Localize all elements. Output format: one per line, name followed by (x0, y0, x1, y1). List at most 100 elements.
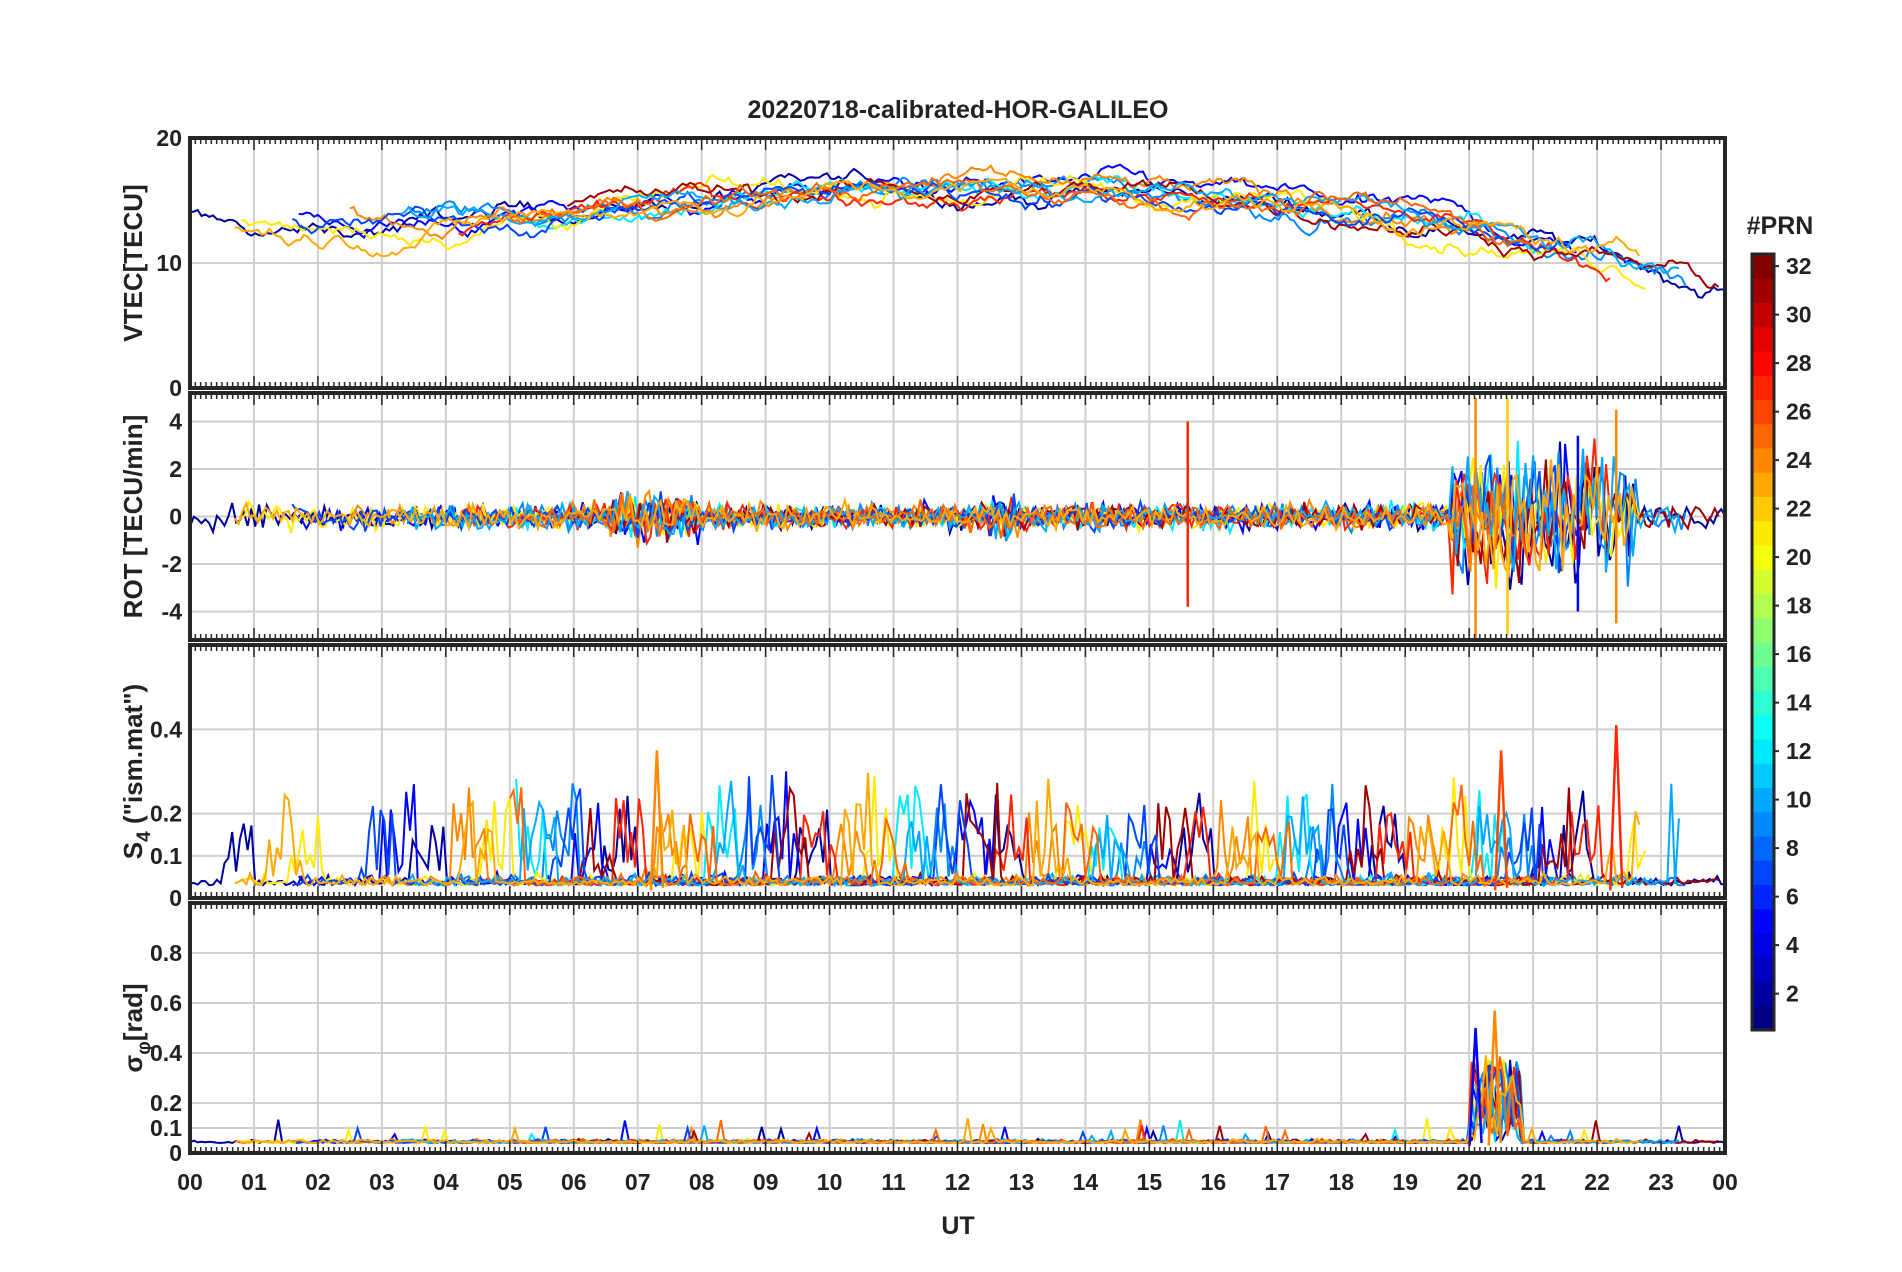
colorbar-cell (1752, 423, 1774, 449)
colorbar-cell (1752, 666, 1774, 691)
colorbar-cell (1752, 545, 1774, 570)
colorbar-cell (1752, 642, 1774, 667)
x-tick-label: 06 (561, 1169, 587, 1195)
y-tick-label: 10 (156, 250, 182, 276)
y-axis-label: S4 ("ism.mat") (118, 684, 155, 859)
colorbar-tick-label: 28 (1786, 350, 1812, 376)
colorbar-tick-label: 22 (1786, 496, 1812, 522)
colorbar-cell (1752, 787, 1774, 813)
colorbar-cell (1752, 908, 1774, 934)
prn-trace (241, 174, 1646, 290)
colorbar-cell (1752, 351, 1774, 376)
peak-mark (649, 750, 665, 891)
colorbar-tick-label: 24 (1786, 447, 1812, 473)
colorbar-tick-label: 20 (1786, 544, 1812, 570)
data-traces (190, 725, 1725, 891)
y-tick-label: -2 (162, 551, 182, 577)
colorbar-cell (1752, 302, 1774, 328)
x-tick-label: 17 (1264, 1169, 1290, 1195)
colorbar-cell (1752, 472, 1774, 497)
y-tick-label: 20 (156, 125, 182, 151)
colorbar-cell (1752, 520, 1774, 546)
colorbar-cell (1752, 399, 1774, 425)
y-axis-label: σφ[rad] (118, 983, 155, 1072)
x-tick-label: 04 (433, 1169, 459, 1195)
panel-rot: -4 -2 0 2 4 ROT [TECU/min] (118, 391, 1727, 642)
colorbar-cell (1752, 811, 1774, 837)
x-tick-label: 08 (689, 1169, 715, 1195)
colorbar-cell (1752, 254, 1774, 279)
y-tick-label: 0.4 (150, 1040, 182, 1066)
prn-trace (233, 459, 1641, 578)
colorbar-tick-label: 8 (1786, 835, 1799, 861)
colorbar-tick-label: 4 (1786, 932, 1799, 958)
y-tick-label: 4 (169, 409, 182, 435)
x-tick-label: 00 (1712, 1169, 1738, 1195)
x-tick-label: 00 (177, 1169, 203, 1195)
y-tick-label: 0.1 (150, 843, 182, 869)
y-tick-label: 0.6 (150, 990, 182, 1016)
y-axis-label: VTEC[TECU] (118, 184, 148, 341)
colorbar-tick-label: 6 (1786, 884, 1799, 910)
x-tick-label: 07 (625, 1169, 651, 1195)
colorbar-cell (1752, 617, 1774, 643)
y-tick-label: 2 (169, 456, 182, 482)
colorbar-cell (1752, 569, 1774, 594)
y-tick-label: 0 (169, 375, 182, 401)
prn-trace (509, 1056, 1531, 1145)
x-tick-label: 15 (1137, 1169, 1163, 1195)
x-tick-label: 13 (1009, 1169, 1035, 1195)
data-traces (190, 397, 1725, 640)
colorbar-cell (1752, 860, 1774, 885)
x-tick-label: 16 (1201, 1169, 1227, 1195)
x-axis-ticks: 00 01 02 03 04 05 06 07 08 09 10 11 12 13 14 15 16 17 18 19… (177, 1169, 1738, 1195)
colorbar-tick-label: 26 (1786, 399, 1812, 425)
y-tick-label: 0.4 (150, 716, 182, 742)
x-tick-label: 22 (1584, 1169, 1610, 1195)
chart-title: 20220718-calibrated-HOR-GALILEO (748, 96, 1169, 124)
colorbar-cell (1752, 714, 1774, 740)
peak-mark (1487, 1010, 1502, 1146)
prn-trace (508, 784, 1532, 888)
colorbar-cell (1752, 278, 1774, 303)
colorbar-tick-label: 30 (1786, 302, 1812, 328)
colorbar-cell (1752, 739, 1774, 764)
y-tick-label: 0.2 (150, 801, 182, 827)
y-tick-label: 0 (169, 504, 182, 530)
prn-trace (509, 472, 1532, 564)
x-tick-label: 05 (497, 1169, 523, 1195)
prn-trace (566, 177, 1720, 290)
panel-vtec: 0 10 20 VTEC[TECU] (118, 125, 1727, 401)
y-axis-label: ROT [TECU/min] (118, 415, 148, 619)
x-tick-label: 20 (1456, 1169, 1482, 1195)
colorbar-cell (1752, 957, 1774, 982)
prn-trace (291, 181, 1571, 252)
colorbar-tick-label: 14 (1786, 690, 1812, 716)
data-traces (190, 163, 1725, 299)
x-tick-label: 10 (817, 1169, 843, 1195)
prn-trace (458, 181, 1611, 283)
colorbar-tick-label: 32 (1786, 253, 1812, 279)
x-tick-label: 18 (1328, 1169, 1354, 1195)
y-tick-label: 0.2 (150, 1090, 182, 1116)
panel-s4: 0 0.1 0.2 0.4S4 ("ism.mat") (118, 643, 1727, 911)
prn-trace (234, 177, 1641, 258)
x-tick-label: 01 (241, 1169, 267, 1195)
colorbar-frame (1750, 252, 1776, 1032)
colorbar-label: #PRN (1747, 212, 1814, 240)
panel-sigma-phi: 00.10.2 0.4 0.6 0.8 σφ[rad] (118, 901, 1727, 1166)
y-tick-label: 0 (169, 1140, 182, 1166)
x-tick-label: 03 (369, 1169, 395, 1195)
colorbar-tick-label: 18 (1786, 593, 1812, 619)
y-tick-label: -4 (162, 599, 183, 625)
peak-mark (1468, 1027, 1483, 1146)
y-tick-label: 0.8 (150, 940, 182, 966)
peak-mark (1493, 750, 1509, 891)
prn-trace (234, 772, 1641, 889)
x-tick-label: 19 (1392, 1169, 1418, 1195)
colorbar-cell (1752, 448, 1774, 473)
prn-trace (240, 1059, 1647, 1145)
y-tick-label: 0.1 (150, 1115, 182, 1141)
colorbar-cell (1752, 690, 1774, 716)
